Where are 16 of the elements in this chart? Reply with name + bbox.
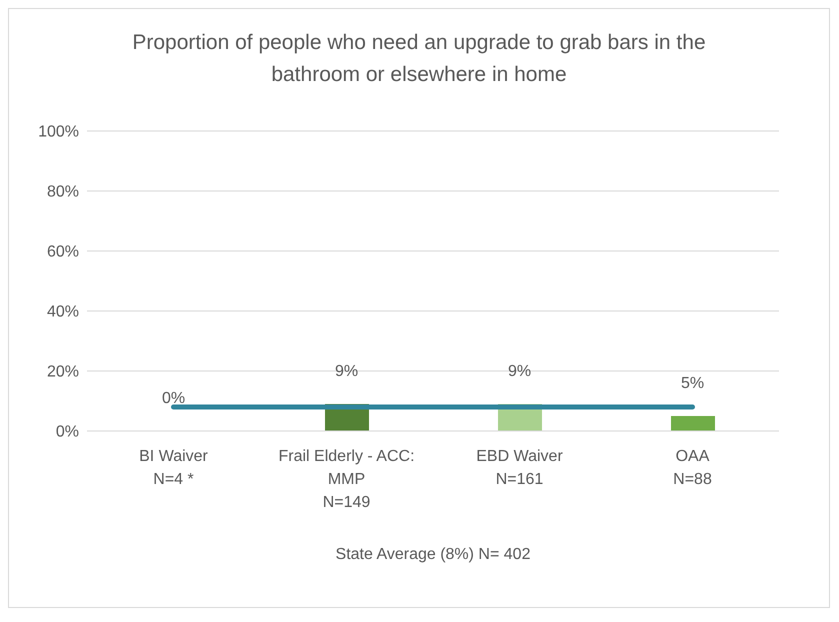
x-axis-title: State Average (8%) N= 402	[336, 546, 531, 563]
y-tick-label: 100%	[38, 124, 79, 141]
x-tick-label: Frail Elderly - ACC: MMP N=149	[278, 448, 415, 511]
x-tick-label: EBD Waiver N=161	[476, 448, 564, 488]
data-label: 9%	[508, 363, 532, 380]
data-label: 9%	[334, 363, 358, 380]
chart-title: Proportion of people who need an upgrade to grab bars in the bathroom or elsewhere in home	[131, 30, 707, 88]
x-tick-label: OAA N=88	[673, 448, 712, 488]
y-tick-label: 20%	[46, 364, 79, 381]
y-tick-label: 60%	[46, 244, 79, 261]
y-tick-label: 0%	[56, 424, 79, 441]
y-tick-label: 40%	[46, 304, 79, 321]
data-label: 5%	[680, 375, 704, 392]
y-tick-label: 80%	[46, 184, 79, 201]
x-tick-label: BI Waiver N=4 *	[139, 448, 209, 488]
data-label: 0%	[162, 390, 186, 407]
